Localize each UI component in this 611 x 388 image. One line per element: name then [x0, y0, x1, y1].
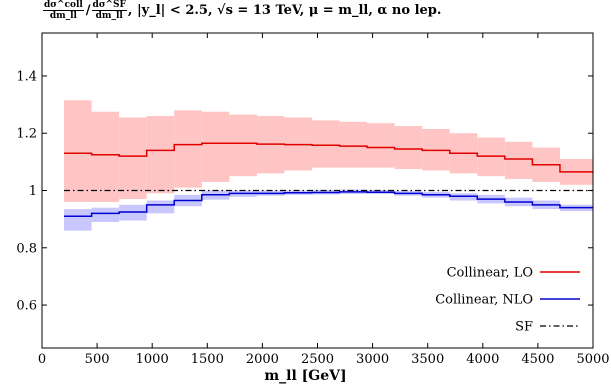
chart-title: dσ^coll dm_ll / dσ^SF dm_ll , |y_l| < 2.…: [43, 0, 603, 32]
title-frac2-numerator: dσ^SF: [91, 0, 127, 11]
collinear-lo-band-bin: [229, 114, 257, 177]
collinear-nlo-line: [64, 191, 593, 218]
uncertainty-bands: [64, 100, 593, 231]
collinear-lo-band-bin: [367, 123, 395, 168]
title-fraction-coll: dσ^coll dm_ll: [43, 0, 84, 21]
x-tick-label: 2000: [246, 352, 279, 367]
title-frac1-denominator: dm_ll: [49, 11, 77, 21]
x-tick-label: 0: [38, 352, 46, 367]
x-tick-label: 5000: [576, 352, 609, 367]
collinear-lo-band-bin: [119, 117, 147, 200]
collinear-lo-band-bin: [394, 126, 423, 170]
collinear-lo-band-bin: [311, 120, 340, 168]
collinear-nlo-band-bin: [91, 207, 120, 222]
collinear-lo-band-bin: [64, 100, 92, 202]
collinear-lo-band-bin: [339, 121, 368, 168]
legend-label-collinear-nlo: Collinear, NLO: [435, 293, 533, 308]
collinear-lo-band-bin: [174, 110, 202, 188]
y-tick-label: 0.6: [16, 299, 37, 314]
collinear-nlo-band-bin: [64, 209, 92, 231]
legend-label-sf: SF: [515, 320, 533, 335]
x-tick-label: 4500: [521, 352, 554, 367]
y-tick-label: 1: [29, 184, 37, 199]
x-tick-label: 3500: [411, 352, 444, 367]
x-tick-label: 500: [85, 352, 110, 367]
title-frac2-denominator: dm_ll: [95, 11, 123, 21]
x-tick-label: 4000: [466, 352, 499, 367]
y-tick-label: 0.8: [16, 241, 37, 256]
axis-ticks: 0 500 1000 1500 2000 2500 3000 3500 4000 4500 5000…: [16, 33, 610, 367]
title-text: , |y_l| < 2.5, √s = 13 TeV, μ = m_ll, α …: [127, 3, 442, 18]
collinear-lo-band-bin: [201, 111, 230, 182]
legend-label-collinear-lo: Collinear, LO: [447, 266, 533, 281]
title-fraction-sf: dσ^SF dm_ll: [91, 0, 127, 21]
x-tick-label: 1500: [191, 352, 224, 367]
y-tick-label: 1.4: [16, 69, 37, 84]
x-tick-label: 1000: [136, 352, 169, 367]
collinear-lo-line: [64, 142, 593, 173]
legend: Collinear, LO Collinear, NLO SF: [435, 266, 580, 335]
x-axis-label: m_ll [GeV]: [264, 368, 347, 384]
y-tick-label: 1.2: [16, 127, 37, 142]
collinear-lo-band-bin: [146, 116, 175, 194]
series-lines: [64, 142, 593, 218]
x-tick-label: 3000: [356, 352, 389, 367]
collinear-lo-band-bin: [504, 141, 533, 180]
title-frac1-numerator: dσ^coll: [43, 0, 84, 11]
x-tick-label: 2500: [301, 352, 334, 367]
collinear-lo-band-bin: [91, 111, 120, 202]
collinear-nlo-band-bin: [146, 200, 175, 214]
title-slash: /: [85, 3, 91, 18]
